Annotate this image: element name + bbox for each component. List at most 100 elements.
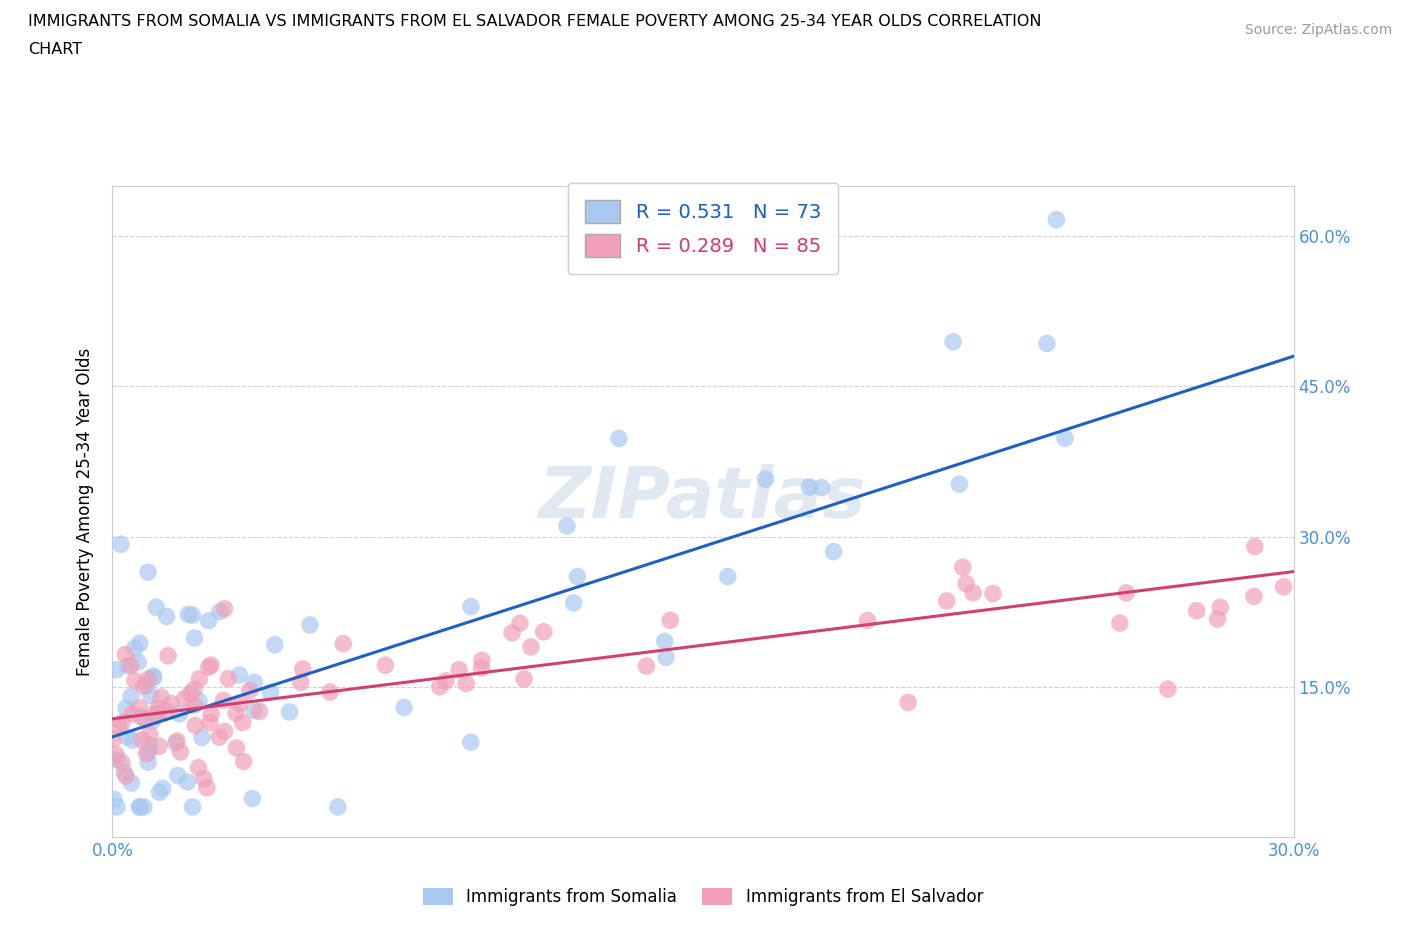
Point xyxy=(193,771,215,786)
Point xyxy=(654,634,676,649)
Point xyxy=(127,655,149,670)
Point xyxy=(169,744,191,759)
Point xyxy=(132,679,155,694)
Point xyxy=(1243,589,1265,604)
Point xyxy=(263,637,285,652)
Point xyxy=(142,669,165,684)
Point xyxy=(183,631,205,645)
Point xyxy=(1243,539,1265,554)
Point xyxy=(1036,336,1059,351)
Point xyxy=(471,660,494,675)
Point xyxy=(105,662,128,677)
Text: IMMIGRANTS FROM SOMALIA VS IMMIGRANTS FROM EL SALVADOR FEMALE POVERTY AMONG 25-3: IMMIGRANTS FROM SOMALIA VS IMMIGRANTS FR… xyxy=(28,14,1042,29)
Point xyxy=(160,697,183,711)
Point xyxy=(1157,682,1180,697)
Point xyxy=(177,607,200,622)
Point xyxy=(533,624,555,639)
Point xyxy=(136,671,159,686)
Point xyxy=(103,791,125,806)
Point xyxy=(239,683,262,698)
Point xyxy=(1206,612,1229,627)
Point xyxy=(232,754,254,769)
Point xyxy=(135,678,157,693)
Point xyxy=(187,760,209,775)
Point xyxy=(636,658,658,673)
Point xyxy=(166,768,188,783)
Point xyxy=(152,781,174,796)
Point xyxy=(191,730,214,745)
Point xyxy=(183,698,205,712)
Point xyxy=(799,480,821,495)
Point xyxy=(948,477,970,492)
Point xyxy=(332,636,354,651)
Point xyxy=(962,586,984,601)
Point xyxy=(124,641,146,656)
Point xyxy=(129,800,152,815)
Point xyxy=(228,668,250,683)
Point xyxy=(1045,212,1067,227)
Point xyxy=(138,737,160,752)
Point xyxy=(513,671,536,686)
Point xyxy=(138,727,160,742)
Point xyxy=(139,688,162,703)
Point xyxy=(208,604,231,619)
Point xyxy=(243,675,266,690)
Point xyxy=(392,700,415,715)
Point xyxy=(103,731,125,746)
Point xyxy=(434,673,457,688)
Point xyxy=(120,658,142,672)
Point xyxy=(1272,579,1295,594)
Point xyxy=(225,706,247,721)
Point xyxy=(509,616,531,631)
Point xyxy=(567,569,589,584)
Point xyxy=(121,733,143,748)
Point xyxy=(157,648,180,663)
Point xyxy=(471,653,494,668)
Point xyxy=(115,769,138,784)
Point xyxy=(200,658,222,672)
Point xyxy=(134,711,156,726)
Point xyxy=(150,690,173,705)
Point xyxy=(259,684,281,699)
Point xyxy=(214,724,236,738)
Point xyxy=(823,544,845,559)
Point xyxy=(169,707,191,722)
Legend: Immigrants from Somalia, Immigrants from El Salvador: Immigrants from Somalia, Immigrants from… xyxy=(416,881,990,912)
Point xyxy=(165,736,187,751)
Point xyxy=(243,703,266,718)
Point xyxy=(449,662,471,677)
Point xyxy=(138,745,160,760)
Point xyxy=(810,480,832,495)
Point xyxy=(460,735,482,750)
Point xyxy=(374,658,396,672)
Point xyxy=(156,609,179,624)
Point xyxy=(176,775,198,790)
Point xyxy=(117,658,139,673)
Point xyxy=(717,569,740,584)
Point xyxy=(319,684,342,699)
Point xyxy=(141,713,163,728)
Point xyxy=(1108,616,1130,631)
Point xyxy=(555,519,578,534)
Point xyxy=(291,661,314,676)
Text: CHART: CHART xyxy=(28,42,82,57)
Point xyxy=(128,800,150,815)
Point xyxy=(115,701,138,716)
Point xyxy=(128,636,150,651)
Point xyxy=(155,704,177,719)
Point xyxy=(856,613,879,628)
Point xyxy=(136,755,159,770)
Point xyxy=(188,671,211,686)
Point xyxy=(179,686,201,701)
Point xyxy=(249,704,271,719)
Point xyxy=(290,675,312,690)
Point xyxy=(146,705,169,720)
Point xyxy=(197,613,219,628)
Point xyxy=(1209,600,1232,615)
Point xyxy=(121,707,143,722)
Point xyxy=(181,800,204,815)
Legend: R = 0.531   N = 73, R = 0.289   N = 85: R = 0.531 N = 73, R = 0.289 N = 85 xyxy=(568,182,838,274)
Point xyxy=(181,607,204,622)
Point xyxy=(897,695,920,710)
Point xyxy=(129,700,152,715)
